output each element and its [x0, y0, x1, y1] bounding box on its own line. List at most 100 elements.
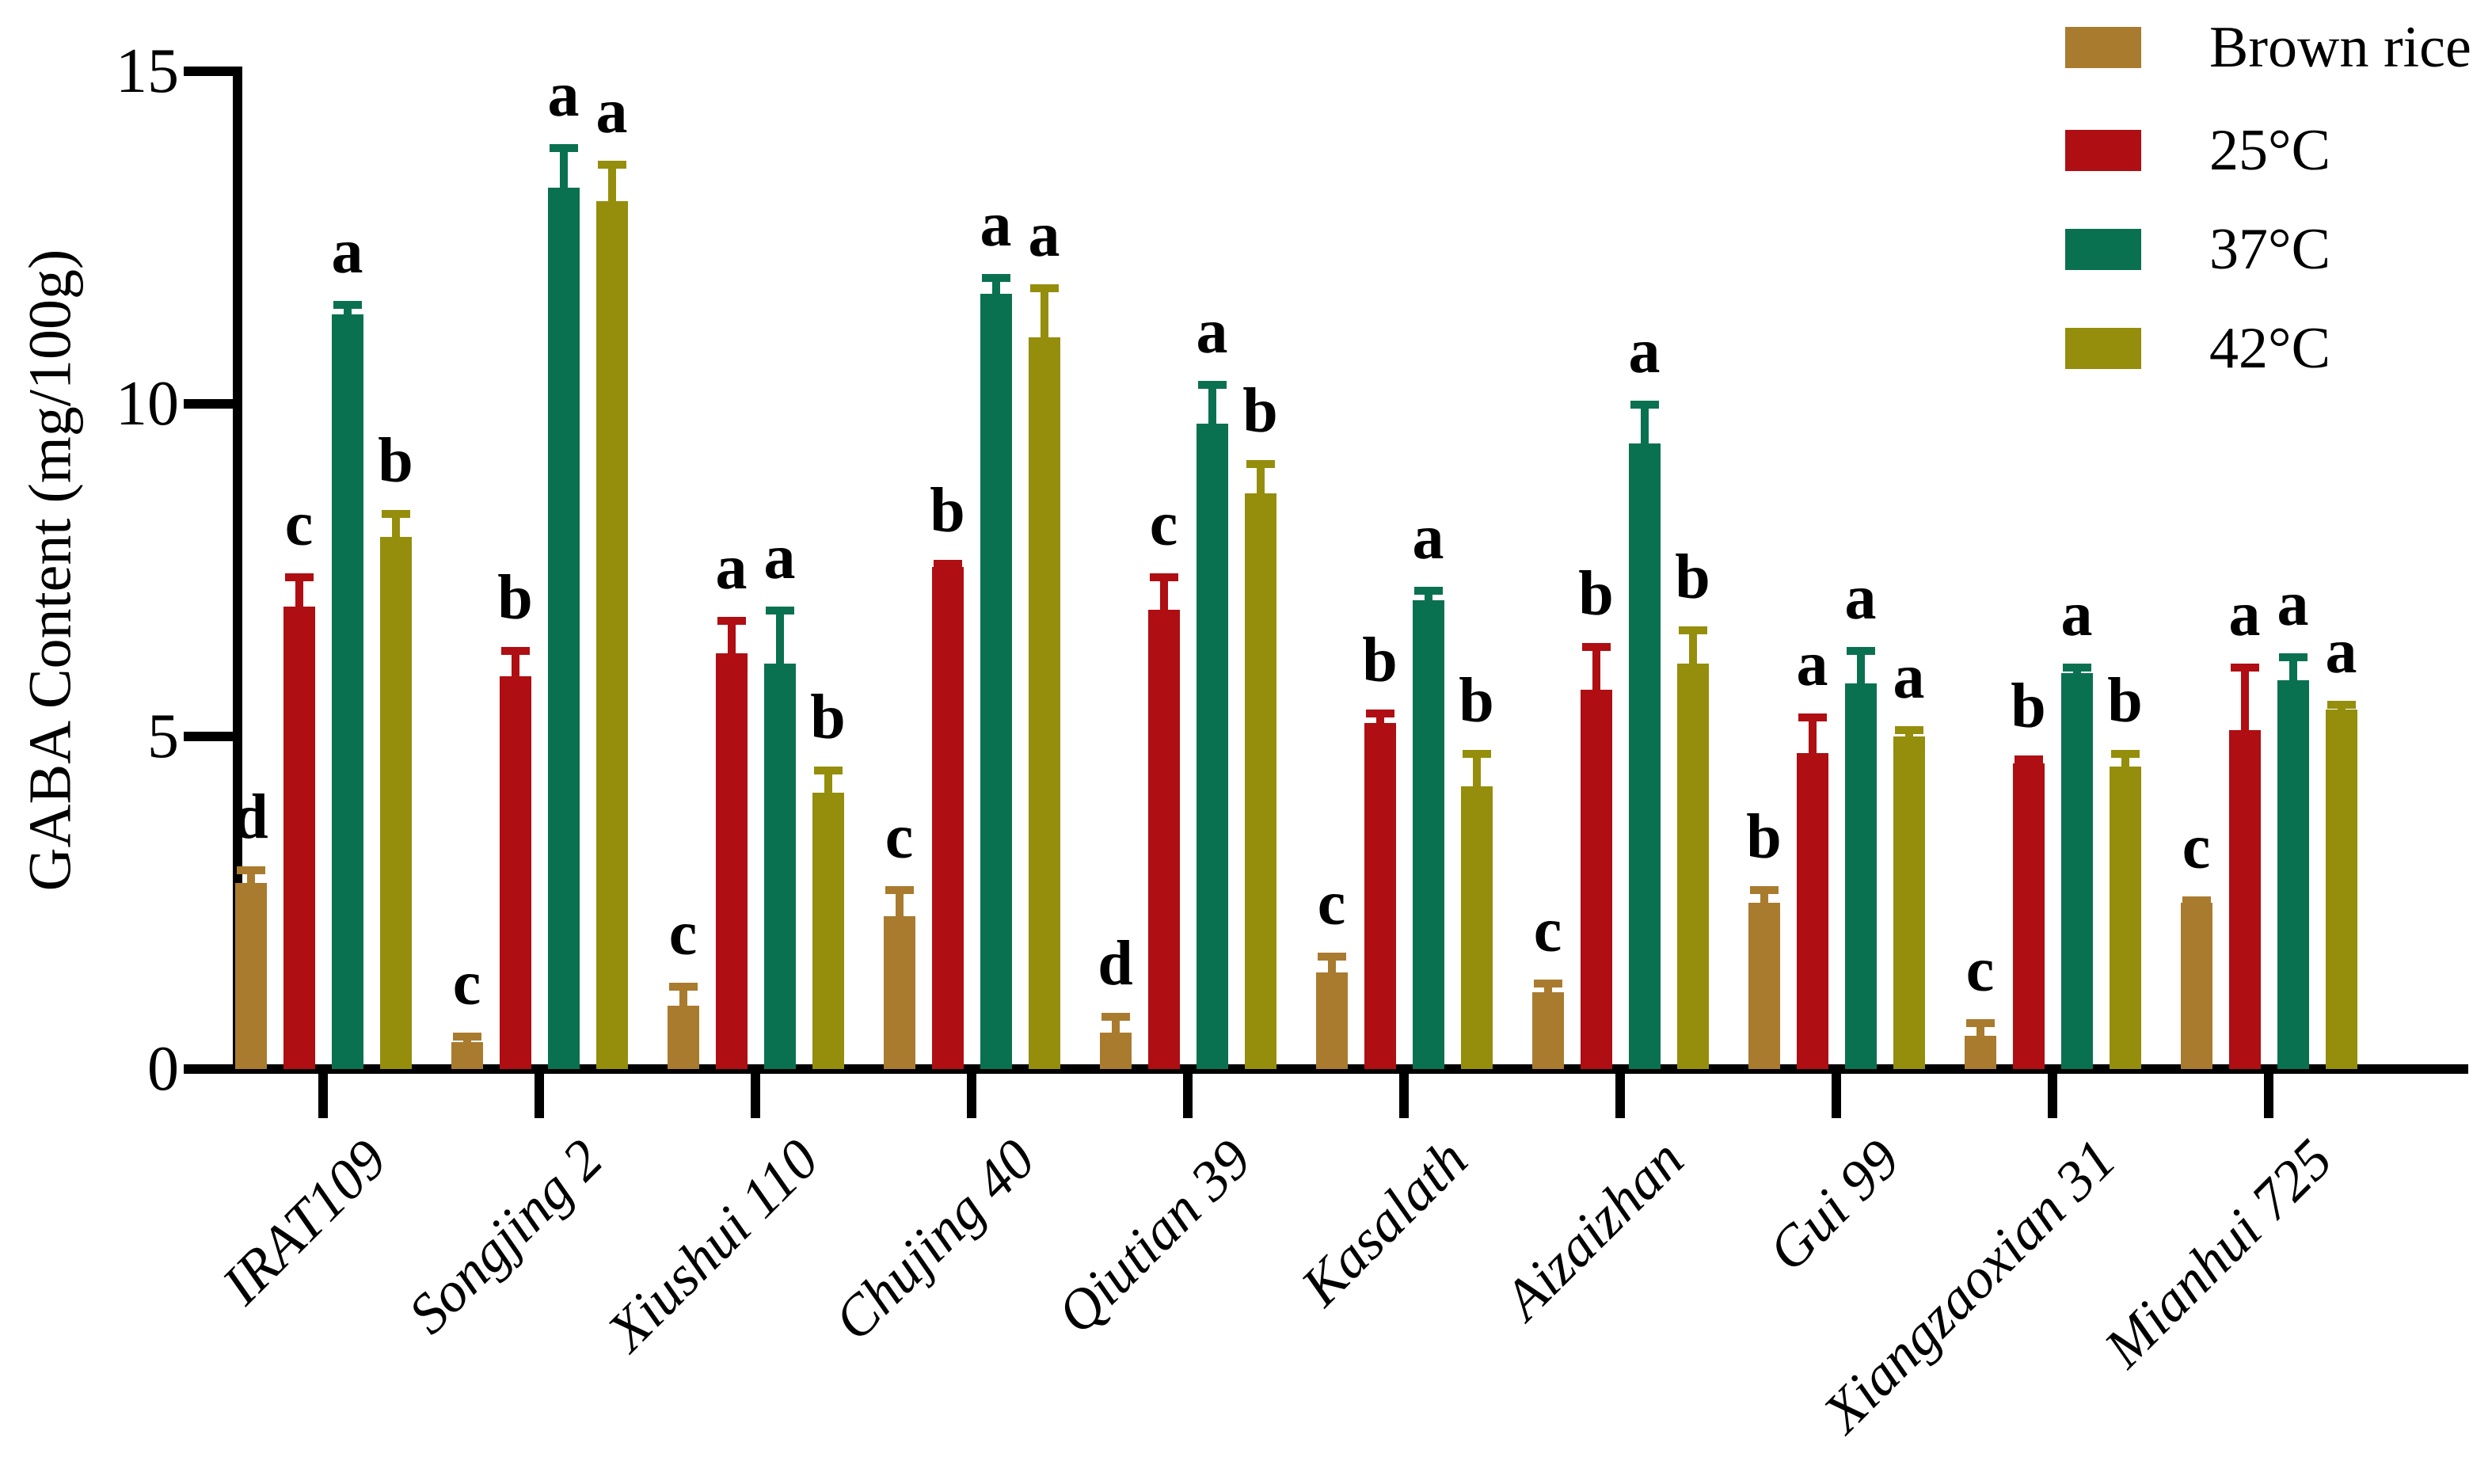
significance-letter: a [2277, 569, 2309, 639]
significance-letter: b [497, 562, 533, 633]
significance-letter: b [2011, 671, 2046, 741]
error-bar-cap [717, 616, 746, 625]
error-bar-cap [2062, 663, 2091, 672]
bar [2180, 903, 2212, 1069]
error-bar-cap [1798, 713, 1827, 721]
error-bar-stem [2121, 749, 2129, 767]
error-bar-cap [1678, 626, 1707, 635]
x-tick [318, 1074, 328, 1118]
bar [2325, 710, 2357, 1069]
error-bar-cap [1846, 646, 1875, 655]
error-bar-stem [1976, 1019, 1984, 1036]
significance-letter: b [2107, 665, 2143, 736]
bar [715, 653, 748, 1069]
error-bar-stem [1040, 283, 1048, 337]
error-bar-stem [1592, 643, 1600, 691]
bar [2012, 763, 2045, 1069]
y-tick [184, 67, 233, 76]
error-bar-cap [885, 886, 914, 894]
bar [2228, 729, 2261, 1069]
significance-letter: a [1028, 200, 1060, 270]
bar [2060, 673, 2093, 1069]
legend-row: 37°C [2065, 218, 2330, 281]
significance-letter: a [1628, 316, 1661, 386]
significance-letter: b [1362, 626, 1398, 696]
bar [980, 294, 1012, 1069]
bar [667, 1006, 699, 1069]
legend-row: 42°C [2065, 317, 2330, 380]
bar [1844, 683, 1877, 1069]
y-tick-label: 5 [147, 702, 179, 771]
bar [499, 676, 531, 1069]
error-bar-stem [295, 573, 303, 607]
significance-letter: c [452, 948, 481, 1018]
error-bar-cap [452, 1032, 481, 1041]
error-bar-stem [1111, 1012, 1120, 1033]
significance-letter: b [378, 426, 413, 497]
error-bar-stem [1208, 380, 1216, 424]
error-bar-cap [2182, 896, 2211, 904]
x-category-label: Kasalath [1288, 1127, 1480, 1318]
significance-letter: b [930, 476, 965, 546]
error-bar-cap [981, 274, 1010, 283]
bar [1748, 903, 1780, 1069]
error-bar-cap [1317, 953, 1346, 961]
error-bar-stem [1256, 460, 1265, 494]
error-bar-stem [991, 274, 1000, 295]
legend-swatch [2065, 130, 2141, 171]
error-bar-cap [2278, 653, 2307, 661]
error-bar-stem [1472, 749, 1481, 786]
y-tick-label: 0 [147, 1034, 179, 1104]
y-tick [184, 399, 233, 409]
error-bar-stem [607, 161, 616, 201]
bar [1580, 690, 1612, 1069]
significance-letter: b [1242, 376, 1278, 447]
significance-letter: a [2060, 579, 2093, 649]
legend-swatch [2065, 328, 2141, 369]
bar [2277, 679, 2309, 1069]
error-bar-stem [511, 646, 519, 677]
x-category-label: Songjing 2 [396, 1127, 615, 1346]
error-bar-stem [895, 886, 904, 916]
bar [1796, 753, 1828, 1069]
significance-letter: a [1196, 296, 1228, 367]
x-category-label: Gui 99 [1756, 1127, 1912, 1284]
significance-letter: c [1965, 935, 1995, 1005]
bar [1364, 723, 1396, 1069]
bar [1147, 610, 1180, 1069]
error-bar-cap [933, 560, 962, 569]
error-bar-cap [381, 510, 410, 519]
significance-letter: c [1533, 895, 1562, 965]
error-bar-stem [2288, 653, 2297, 680]
error-bar-cap [2327, 701, 2356, 710]
significance-letter: c [668, 898, 698, 968]
legend-row: Brown rice [2065, 16, 2471, 79]
y-axis-title: GABA Content (mg/100g) [17, 249, 84, 892]
error-bar-cap [1246, 460, 1275, 469]
error-bar-stem [559, 144, 568, 188]
bar [931, 566, 964, 1069]
x-tick [2048, 1074, 2057, 1118]
bar [1099, 1032, 1132, 1069]
significance-letter: a [595, 77, 628, 147]
x-tick [2264, 1074, 2273, 1118]
bar [1893, 736, 1925, 1069]
x-category-label: Mianhui 725 [2091, 1127, 2345, 1379]
error-bar-cap [597, 161, 626, 169]
significance-letter: a [1412, 503, 1444, 573]
error-bar-stem [2240, 663, 2249, 730]
error-bar-stem [391, 510, 400, 537]
significance-letter: a [763, 523, 796, 593]
error-bar-stem [1327, 953, 1336, 973]
legend-row: 25°C [2065, 119, 2330, 182]
error-bar-stem [1640, 400, 1649, 444]
bar [1028, 337, 1060, 1069]
significance-letter: a [2325, 617, 2357, 687]
bar [883, 915, 915, 1069]
error-bar-cap [2230, 663, 2259, 672]
bar [1244, 493, 1276, 1069]
error-bar-stem [1856, 646, 1865, 683]
error-bar-cap [333, 300, 362, 309]
x-category-label: IRAT109 [209, 1127, 399, 1317]
bar [595, 200, 628, 1069]
